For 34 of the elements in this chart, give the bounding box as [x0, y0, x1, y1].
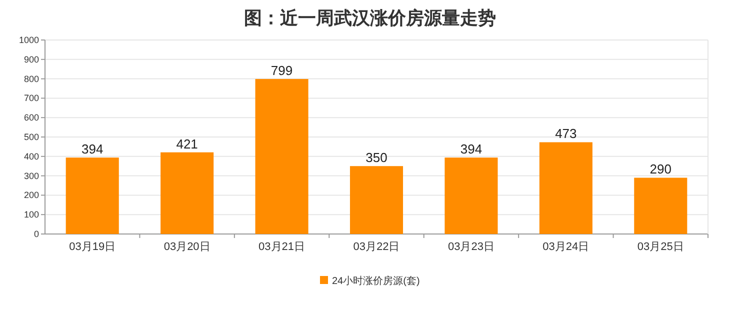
data-label: 394	[460, 142, 482, 157]
bar	[444, 158, 498, 234]
bar	[160, 152, 214, 234]
x-tick-label: 03月25日	[637, 241, 684, 253]
y-tick-label: 500	[24, 132, 39, 142]
data-label: 394	[82, 142, 104, 157]
y-tick-label: 0	[34, 229, 39, 239]
data-label: 473	[555, 126, 577, 142]
y-tick-label: 600	[24, 112, 39, 123]
chart-title: 图：近一周武汉涨价房源量走势	[244, 8, 496, 28]
y-tick-label: 700	[24, 93, 39, 104]
y-tick-label: 200	[24, 190, 39, 200]
x-tick-label: 03月20日	[164, 241, 210, 253]
y-tick-label: 300	[24, 170, 39, 181]
y-tick-label: 900	[24, 54, 39, 64]
bar	[634, 178, 688, 234]
y-tick-label: 800	[24, 74, 39, 84]
data-label: 350	[366, 150, 388, 166]
data-label: 290	[650, 162, 672, 177]
x-tick-label: 03月24日	[542, 241, 590, 253]
legend-label: 24小时涨价房源(套)	[332, 275, 420, 287]
x-tick-label: 03月19日	[69, 241, 116, 253]
bar	[539, 142, 592, 234]
x-tick-label: 03月22日	[353, 241, 400, 253]
bar	[255, 78, 308, 234]
bar	[350, 166, 404, 234]
data-label: 421	[176, 136, 198, 152]
y-tick-label: 100	[24, 210, 39, 220]
data-label: 799	[270, 62, 293, 78]
y-tick-label: 1000	[18, 35, 39, 45]
x-tick-label: 03月23日	[448, 241, 494, 253]
y-tick-label: 400	[24, 151, 39, 162]
x-tick-label: 03月21日	[258, 241, 306, 253]
bar	[66, 158, 119, 234]
